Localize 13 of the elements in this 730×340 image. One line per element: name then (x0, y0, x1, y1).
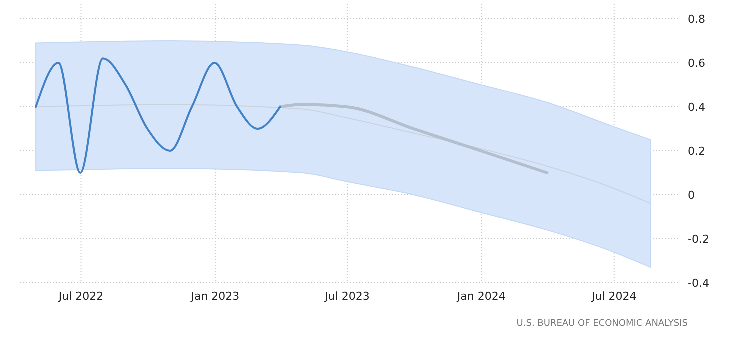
x-tick-label: Jul 2023 (324, 290, 370, 303)
x-tick-label: Jul 2022 (58, 290, 104, 303)
x-tick-label: Jan 2023 (190, 290, 240, 303)
y-tick-label: 0.4 (688, 100, 706, 114)
y-tick-label: 0.6 (688, 56, 706, 70)
x-tick-label: Jul 2024 (590, 290, 637, 303)
y-tick-label: -0.2 (688, 232, 710, 246)
x-tick-label: Jan 2024 (456, 290, 506, 303)
y-tick-label: 0.8 (688, 12, 706, 26)
y-tick-label: -0.4 (688, 276, 710, 290)
y-tick-label: 0.2 (688, 144, 706, 158)
text: U.S. BUREAU OF ECONOMIC ANALYSIS (516, 319, 688, 329)
y-tick-label: 0 (688, 188, 695, 202)
